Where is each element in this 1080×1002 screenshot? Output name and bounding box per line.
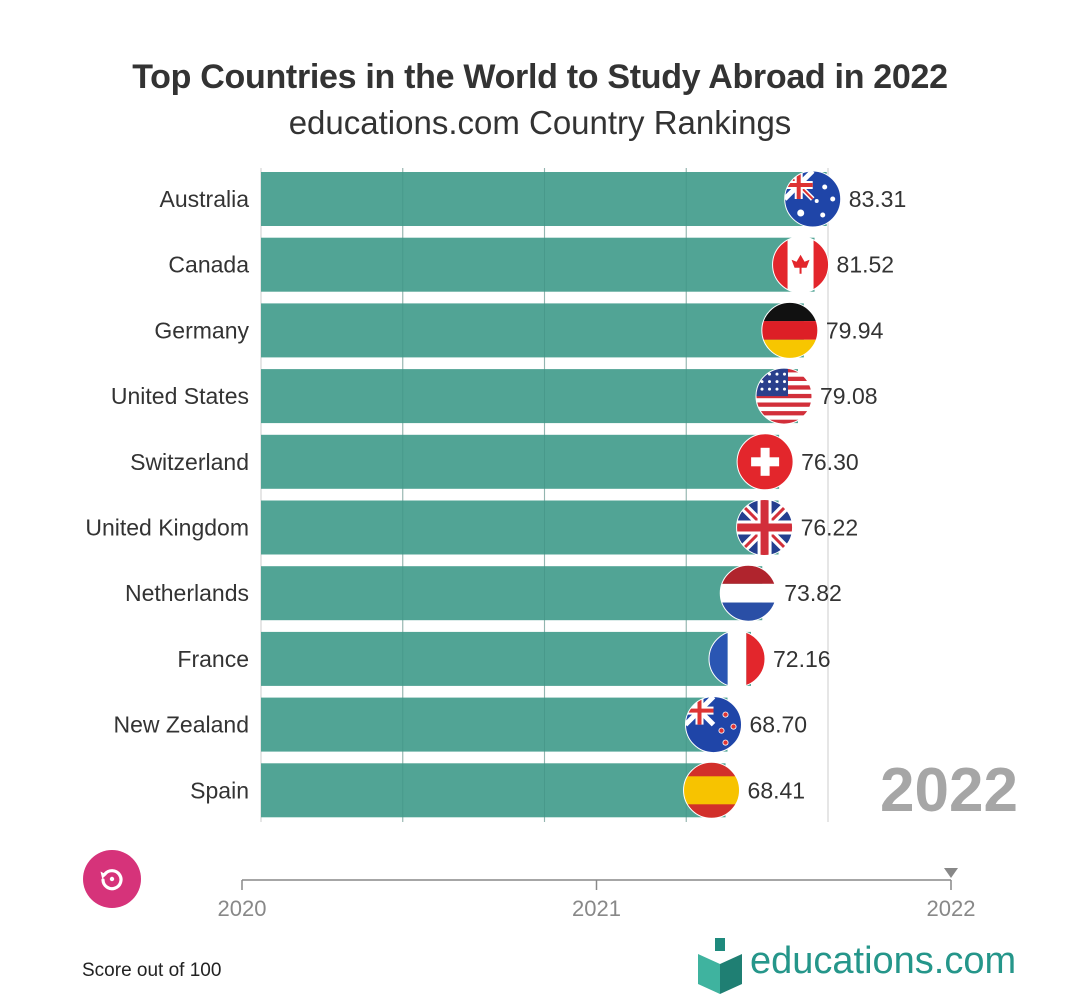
timeline-label-2020[interactable]: 2020: [218, 896, 267, 920]
value-label-germany: 79.94: [826, 317, 884, 343]
value-label-united-kingdom: 76.22: [801, 515, 859, 541]
year-timeline[interactable]: 2020 2021 2022: [0, 860, 1080, 920]
flag-rim: [736, 499, 794, 556]
country-label-new-zealand: New Zealand: [113, 712, 249, 738]
value-label-switzerland: 76.30: [801, 449, 859, 475]
netherlands-flag-icon: [720, 565, 777, 622]
educations-logo: educations.com: [698, 938, 1018, 996]
logo-text: educations.com: [750, 940, 1017, 982]
flag-rim: [719, 564, 777, 622]
bar-chart: Australia 83.31 Canada 81.52 Germany 79.94 Uni…: [85, 168, 907, 822]
flag-rim: [755, 367, 813, 425]
country-label-canada: Canada: [168, 252, 249, 278]
current-year-display: 2022: [880, 756, 1018, 825]
value-label-australia: 83.31: [849, 186, 907, 212]
bar-france: [261, 631, 751, 686]
country-label-france: France: [177, 646, 249, 672]
germany-flag-icon: [761, 302, 818, 359]
flag-rim: [683, 761, 741, 819]
timeline-handle[interactable]: [944, 868, 958, 878]
timeline-label-2022[interactable]: 2022: [927, 896, 976, 920]
country-label-united-kingdom: United Kingdom: [85, 515, 249, 541]
bar-germany: [261, 303, 804, 358]
flag-rim: [685, 696, 743, 754]
replay-icon: [100, 869, 123, 891]
value-label-new-zealand: 68.70: [750, 712, 808, 738]
new-zealand-flag-icon: [685, 696, 742, 753]
switzerland-flag-icon: [737, 433, 794, 490]
book-icon: [698, 938, 742, 994]
bar-switzerland: [261, 434, 780, 489]
bar-australia: [261, 172, 827, 226]
country-label-spain: Spain: [190, 777, 249, 803]
chart-subtitle: educations.com Country Rankings: [288, 104, 792, 141]
country-label-netherlands: Netherlands: [125, 580, 249, 606]
flag-rim: [772, 236, 830, 294]
value-label-spain: 68.41: [748, 777, 806, 803]
bar-new-zealand: [261, 697, 728, 752]
flag-rim: [708, 630, 766, 688]
united-states-flag-icon: [755, 368, 812, 425]
bar-united-states: [261, 369, 798, 424]
flag-rim: [784, 170, 842, 228]
value-label-united-states: 79.08: [820, 383, 878, 409]
value-label-france: 72.16: [773, 646, 831, 672]
country-label-united-states: United States: [111, 383, 249, 409]
country-label-australia: Australia: [160, 186, 250, 212]
flag-rim: [736, 433, 794, 491]
france-flag-icon: [708, 630, 765, 687]
flag-rim: [761, 301, 819, 359]
axis-note: Score out of 100: [82, 960, 222, 981]
bar-united-kingdom: [261, 500, 779, 555]
country-label-switzerland: Switzerland: [130, 449, 249, 475]
united-kingdom-flag-icon: [736, 499, 793, 556]
bar-netherlands: [261, 566, 763, 621]
spain-flag-icon: [683, 762, 740, 819]
bar-canada: [261, 237, 815, 292]
value-label-netherlands: 73.82: [784, 580, 842, 606]
bar-spain: [261, 763, 726, 818]
chart-title: Top Countries in the World to Study Abro…: [132, 58, 948, 96]
country-label-germany: Germany: [154, 317, 249, 343]
replay-button[interactable]: [83, 850, 141, 908]
timeline-label-2021[interactable]: 2021: [572, 896, 621, 920]
value-label-canada: 81.52: [837, 252, 895, 278]
